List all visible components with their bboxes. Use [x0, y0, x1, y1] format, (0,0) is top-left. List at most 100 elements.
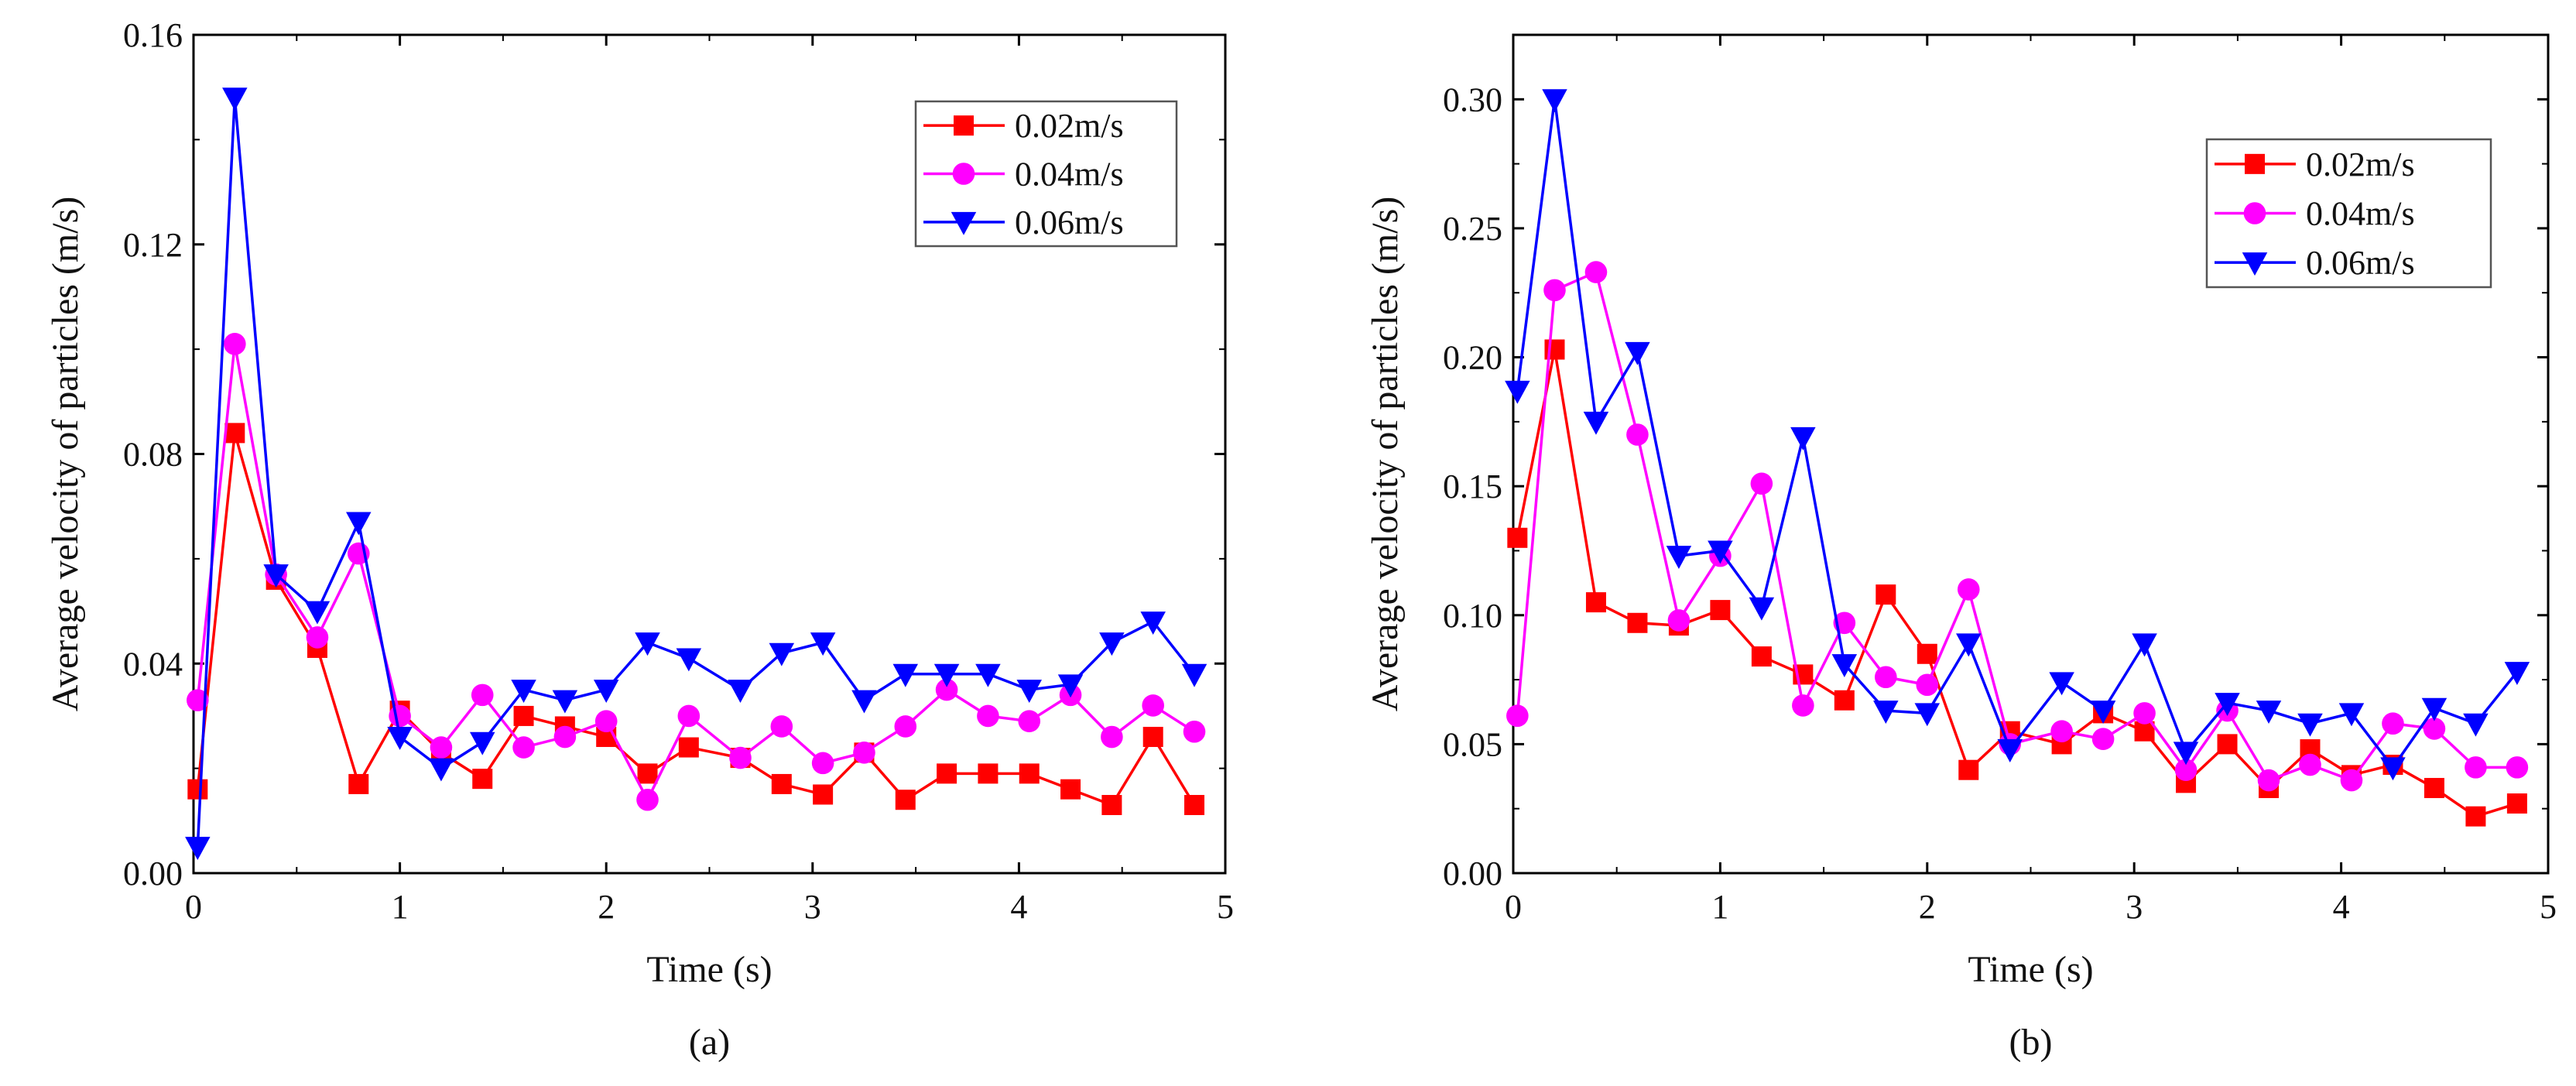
series-line	[196, 344, 1195, 803]
x-tick-label: 0	[185, 888, 202, 926]
data-point	[594, 710, 618, 733]
legend-marker	[2245, 153, 2265, 174]
series-0.06m/s	[1505, 89, 2530, 781]
data-point	[2340, 769, 2363, 792]
data-point	[2299, 753, 2321, 776]
data-point	[769, 642, 795, 666]
x-axis-label: Time (s)	[646, 949, 772, 990]
y-tick-label: 0.25	[1443, 210, 1502, 248]
data-point	[430, 736, 453, 759]
data-point	[263, 564, 289, 588]
data-point	[2217, 734, 2238, 755]
y-tick-label: 0.05	[1443, 725, 1502, 763]
data-point	[1792, 694, 1814, 717]
data-point	[2049, 672, 2074, 696]
series-0.06m/s	[185, 87, 1208, 861]
data-point	[2050, 720, 2073, 743]
data-point	[935, 678, 958, 701]
data-point	[937, 763, 957, 784]
figure-caption: (b)	[2009, 1022, 2053, 1063]
data-point	[2504, 662, 2530, 685]
data-point	[304, 601, 331, 625]
data-point	[1710, 600, 1731, 621]
data-point	[977, 704, 999, 728]
data-point	[637, 763, 658, 784]
data-point	[1667, 609, 1690, 632]
data-point	[810, 632, 836, 656]
data-point	[1140, 612, 1166, 635]
data-point	[1142, 694, 1164, 717]
data-point	[224, 423, 245, 444]
data-point	[1585, 592, 1606, 613]
series-0.02m/s	[187, 423, 1205, 816]
chart-a: 0 1 2 3 4 5 0.00 0.04 0.08 0.12 0.16 Time (s) Averag…	[45, 16, 1234, 1063]
y-axis-label: Average velocity of particles (m/s)	[45, 197, 86, 712]
data-point	[2173, 742, 2199, 766]
series-0.02m/s	[1507, 339, 2527, 827]
series-line	[1516, 270, 2517, 783]
data-point	[1101, 725, 1123, 749]
data-point	[2257, 769, 2280, 792]
data-point	[2463, 713, 2489, 737]
data-point	[1057, 674, 1084, 698]
data-point	[2090, 701, 2116, 724]
x-tick-label: 1	[392, 888, 409, 926]
data-point	[513, 705, 534, 726]
data-point	[2133, 702, 2156, 725]
data-point	[892, 663, 919, 687]
data-point	[2215, 693, 2240, 716]
data-point	[729, 746, 752, 769]
data-point	[2091, 728, 2115, 751]
data-point	[1873, 701, 1899, 724]
data-point	[1666, 546, 1692, 570]
data-point	[677, 704, 701, 728]
legend-label: 0.04m/s	[2306, 195, 2415, 233]
data-point	[428, 758, 454, 782]
data-point	[1750, 472, 1773, 495]
data-point	[593, 680, 619, 703]
data-point	[975, 663, 1001, 687]
data-point	[553, 725, 577, 749]
x-tick-label: 0	[1505, 888, 1522, 926]
data-point	[2423, 718, 2446, 740]
y-tick-label: 0.10	[1443, 597, 1502, 635]
x-tick-label: 2	[598, 888, 615, 926]
data-point	[2506, 793, 2527, 814]
data-point	[1181, 663, 1208, 687]
data-point	[2132, 633, 2157, 657]
data-point	[185, 837, 211, 861]
legend: 0.02m/s 0.04m/s 0.06m/s	[2205, 138, 2492, 289]
data-point	[1917, 643, 1937, 664]
x-tick-label: 1	[1711, 888, 1728, 926]
y-tick-label: 0.16	[123, 16, 183, 54]
legend-marker	[954, 115, 974, 136]
chart-b: 0 1 2 3 4 5 0.00 0.05 0.10 0.15 0.20 0.25 0.30 Time (…	[1365, 33, 2557, 1063]
data-point	[1626, 423, 1649, 446]
data-point	[635, 632, 660, 656]
data-point	[1625, 341, 1650, 365]
data-point	[811, 752, 834, 775]
x-tick-label: 3	[804, 888, 821, 926]
data-point	[1958, 759, 1979, 780]
data-point	[1506, 704, 1529, 728]
data-point	[1957, 578, 1980, 601]
data-point	[2465, 806, 2486, 827]
data-point	[472, 769, 493, 790]
data-point	[1875, 584, 1896, 605]
data-point	[1099, 632, 1125, 656]
x-tick-label: 4	[2333, 888, 2350, 926]
data-point	[512, 736, 535, 759]
data-point	[222, 87, 248, 111]
data-point	[853, 742, 875, 764]
data-point	[1956, 633, 1982, 657]
y-tick-label: 0.30	[1443, 81, 1502, 118]
data-point	[306, 626, 329, 649]
data-point	[1708, 540, 1733, 564]
data-point	[1183, 720, 1206, 743]
data-point	[2256, 701, 2282, 724]
legend-marker	[2242, 252, 2268, 276]
data-point	[471, 683, 494, 707]
legend-label: 0.06m/s	[1015, 204, 1124, 242]
data-point	[2506, 756, 2529, 779]
